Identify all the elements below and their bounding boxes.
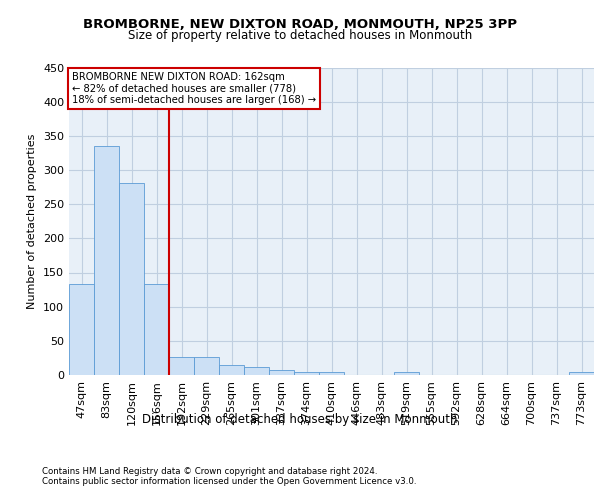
Bar [69,284,94,375]
Text: BROMBORNE NEW DIXTON ROAD: 162sqm
← 82% of detached houses are smaller (778)
18%: BROMBORNE NEW DIXTON ROAD: 162sqm ← 82% … [71,72,316,106]
Bar [194,357,219,375]
Bar [244,368,269,375]
Y-axis label: Number of detached properties: Number of detached properties [28,134,37,309]
Bar [394,372,419,375]
Bar [294,372,319,375]
Text: Distribution of detached houses by size in Monmouth: Distribution of detached houses by size … [142,412,458,426]
Bar [319,372,344,375]
Bar [219,365,244,375]
Bar [119,183,144,375]
Bar [94,146,119,375]
Bar [269,370,294,375]
Bar [569,372,594,375]
Text: Contains HM Land Registry data © Crown copyright and database right 2024.: Contains HM Land Registry data © Crown c… [42,468,377,476]
Bar [144,284,169,375]
Text: BROMBORNE, NEW DIXTON ROAD, MONMOUTH, NP25 3PP: BROMBORNE, NEW DIXTON ROAD, MONMOUTH, NP… [83,18,517,30]
Text: Size of property relative to detached houses in Monmouth: Size of property relative to detached ho… [128,28,472,42]
Text: Contains public sector information licensed under the Open Government Licence v3: Contains public sector information licen… [42,478,416,486]
Bar [169,357,194,375]
